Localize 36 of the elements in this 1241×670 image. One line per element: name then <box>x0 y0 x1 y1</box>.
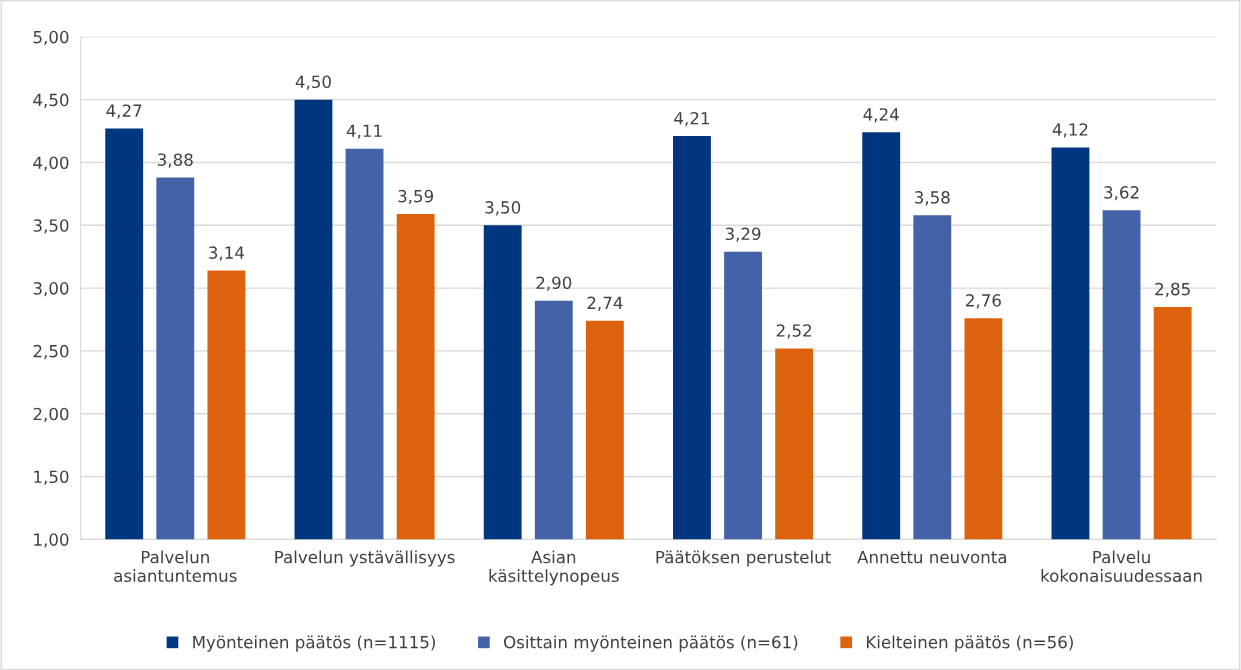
data-label: 2,90 <box>536 276 572 291</box>
data-label: 2,74 <box>587 296 623 311</box>
data-label: 4,27 <box>106 104 142 119</box>
data-label: 4,12 <box>1052 123 1088 138</box>
x-tick-label: Palvelun asiantuntemus <box>114 550 237 583</box>
y-tick-label: 2,00 <box>33 407 69 422</box>
y-tick-label: 3,00 <box>33 282 69 297</box>
x-tick-label: Palvelun ystävällisyys <box>275 550 455 567</box>
data-label: 2,76 <box>966 294 1001 309</box>
data-label: 4,21 <box>674 111 709 127</box>
legend-label: Myönteinen päätös (n=1115) <box>193 635 435 652</box>
data-label: 3,88 <box>158 153 193 168</box>
data-label: 3,59 <box>398 189 434 205</box>
y-tick-label: 2,50 <box>33 344 69 360</box>
x-tick-label: Palvelu kokonaisuudessaan <box>1041 550 1202 583</box>
data-label: 4,11 <box>346 124 382 139</box>
x-tick-label: Annettu neuvonta <box>857 550 1007 564</box>
data-label: 3,62 <box>1104 186 1139 201</box>
y-tick-label: 1,00 <box>34 533 69 548</box>
data-label: 4,24 <box>863 108 899 123</box>
data-label: 3,14 <box>209 246 245 261</box>
y-tick-label: 4,50 <box>33 93 69 108</box>
data-label: 2,85 <box>1155 282 1190 298</box>
y-tick-label: 5,00 <box>33 30 69 46</box>
y-tick-label: 3,50 <box>33 219 69 234</box>
data-label: 3,50 <box>485 201 521 216</box>
data-label: 3,58 <box>915 191 950 206</box>
legend-label: Osittain myönteinen päätös (n=61) <box>504 635 798 652</box>
legend-label: Kielteinen päätös (n=56) <box>867 635 1073 652</box>
x-tick-label: Asian käsittelynopeus <box>489 550 619 586</box>
y-tick-label: 1,50 <box>34 470 69 485</box>
data-label: 4,50 <box>295 75 331 90</box>
y-tick-label: 4,00 <box>33 156 69 171</box>
data-label: 2,52 <box>776 324 812 339</box>
data-label: 3,29 <box>725 227 761 242</box>
x-tick-label: Päätöksen perustelut <box>656 550 831 567</box>
